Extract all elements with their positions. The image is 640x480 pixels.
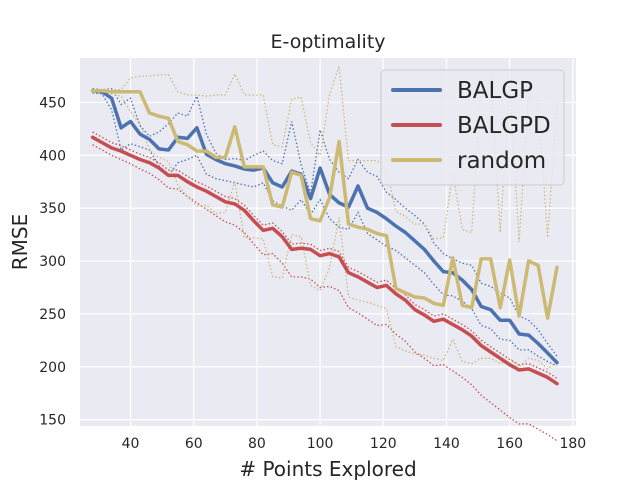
y-tick-label: 150 [39,413,66,429]
x-tick-label: 180 [559,436,586,452]
y-axis-ticks: 150 200 250 300 350 400 450 [39,95,66,428]
legend: BALGP BALGPD random [380,69,565,186]
y-tick-label: 450 [39,95,66,111]
x-axis-label: # Points Explored [239,457,416,480]
x-tick-label: 100 [307,436,334,452]
x-axis-ticks: 40 60 80 100 120 140 160 180 [122,436,587,452]
band-upper-random [92,66,558,243]
band-upper-balgpd [92,131,558,379]
legend-label-random: random [457,148,546,174]
band-lower-random [92,91,558,370]
legend-label-balgp: BALGP [457,78,533,104]
chart-title: E-optimality [270,31,385,53]
band-upper-balgp [92,88,558,357]
y-axis-label: RMSE [8,214,32,270]
series-lines [90,89,559,386]
y-tick-label: 200 [39,360,66,376]
y-tick-label: 350 [39,201,66,217]
x-tick-label: 140 [433,436,460,452]
legend-label-balgpd: BALGPD [457,113,551,139]
x-tick-label: 160 [496,436,523,452]
y-tick-label: 300 [39,254,66,270]
band-lower-balgp [92,92,558,367]
y-tick-label: 250 [39,307,66,323]
confidence-bands [92,66,558,442]
series-line-balgp [90,89,559,365]
series-line-random [90,89,559,320]
x-tick-label: 80 [248,436,266,452]
x-tick-label: 60 [185,436,203,452]
band-lower-balgpd [92,144,558,442]
x-tick-label: 120 [370,436,397,452]
legend-box [380,69,565,186]
x-tick-label: 40 [122,436,140,452]
series-line-balgpd [90,135,559,386]
y-tick-label: 400 [39,148,66,164]
